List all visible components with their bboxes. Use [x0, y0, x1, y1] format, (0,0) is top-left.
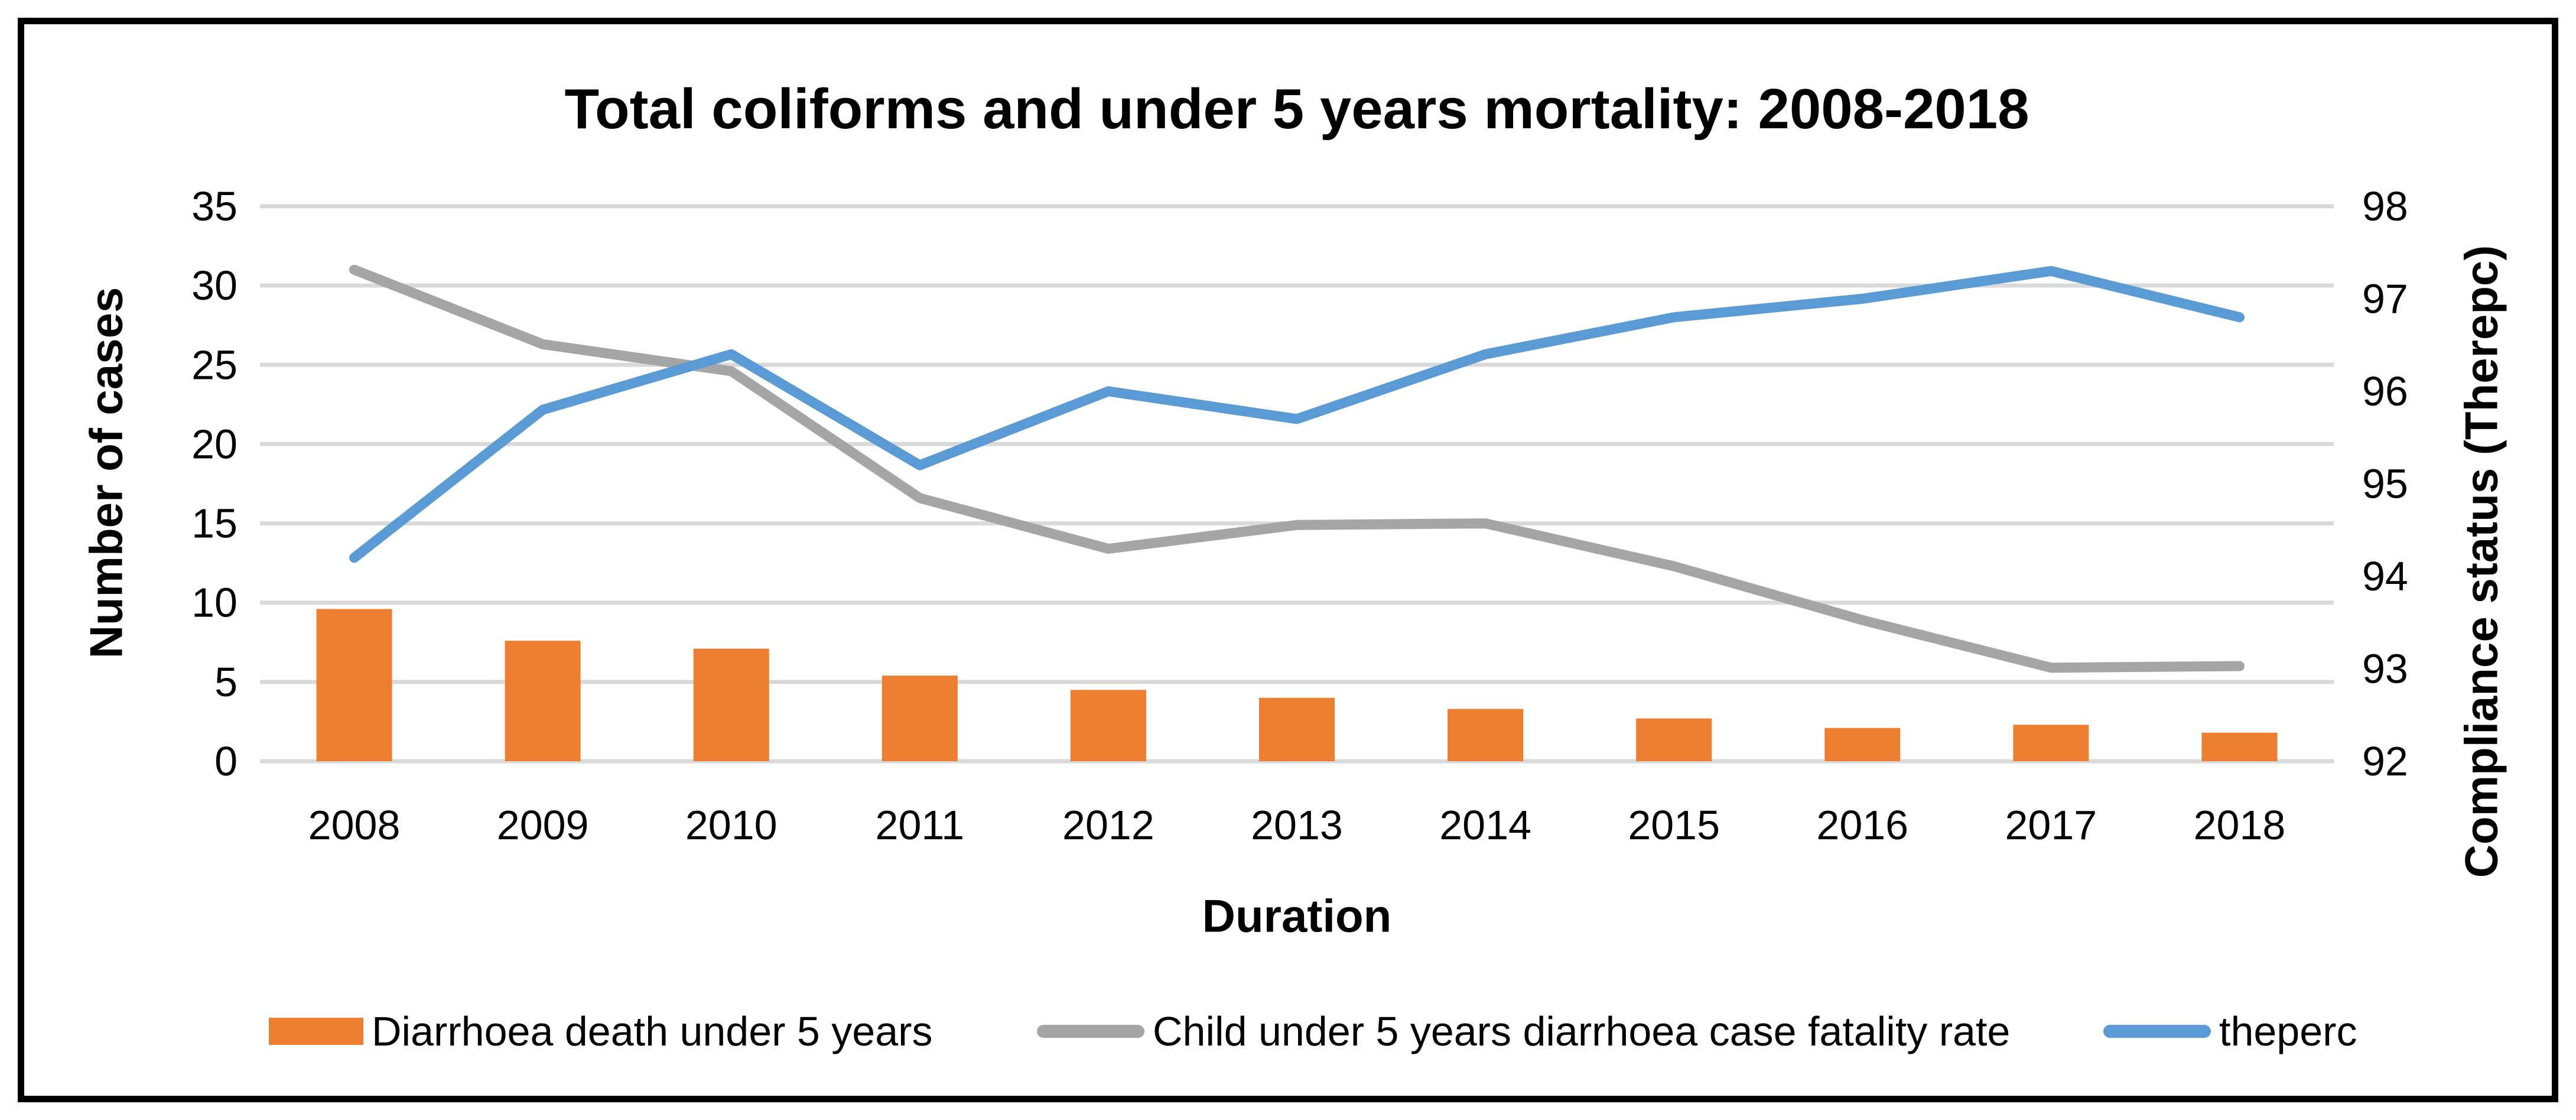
bar-2014[interactable]: [1448, 709, 1524, 761]
x-axis-tick-labels: 2008 2009 2010 2011 2012 2013 2014 2015 2016 2017…: [308, 802, 2286, 848]
x-tick-label: 2008: [308, 802, 401, 848]
blue-line-series[interactable]: [349, 266, 2245, 563]
bar-2017[interactable]: [2013, 725, 2089, 761]
legend-item-bar-series: Diarrhoea death under 5 years: [269, 1005, 932, 1058]
left-tick-label: 20: [191, 421, 238, 467]
bar-2008[interactable]: [316, 609, 392, 761]
right-tick-label: 97: [2362, 276, 2408, 322]
right-tick-label: 98: [2362, 183, 2408, 229]
right-tick-label: 93: [2362, 646, 2408, 692]
x-tick-label: 2009: [497, 802, 589, 848]
bar-2011[interactable]: [882, 676, 958, 761]
legend-label: Child under 5 years diarrhoea case fatal…: [1153, 1008, 2011, 1054]
left-axis-tick-labels: 0 5 10 15 20 25 30 35: [191, 183, 238, 784]
left-tick-label: 35: [191, 183, 238, 229]
legend-label: Diarrhoea death under 5 years: [372, 1008, 933, 1054]
bar-2018[interactable]: [2201, 732, 2278, 761]
legend-label: theperc: [2219, 1008, 2357, 1054]
left-tick-label: 0: [214, 738, 238, 784]
left-tick-label: 15: [191, 501, 238, 547]
right-tick-label: 96: [2362, 368, 2408, 414]
bar-2016[interactable]: [1824, 728, 1901, 761]
x-axis-title: Duration: [1202, 889, 1392, 942]
bar-2012[interactable]: [1070, 690, 1146, 761]
left-tick-label: 30: [191, 262, 238, 309]
legend: Diarrhoea death under 5 years Child unde…: [0, 1005, 2576, 1058]
x-tick-label: 2010: [685, 802, 778, 848]
gray-line-series[interactable]: [349, 264, 2245, 673]
bar-series: [316, 609, 2278, 761]
x-tick-label: 2017: [2005, 802, 2097, 848]
left-tick-label: 5: [214, 659, 238, 705]
gray-line-swatch-icon: [1037, 1025, 1144, 1038]
bar-2015[interactable]: [1636, 718, 1712, 761]
legend-item-blue-line: theperc: [2103, 1005, 2357, 1058]
blue-line-swatch-icon: [2103, 1025, 2211, 1038]
figure-border: [18, 18, 2558, 1102]
x-tick-label: 2011: [876, 802, 965, 848]
chart-title: Total coliforms and under 5 years mortal…: [564, 77, 2029, 141]
right-tick-label: 94: [2362, 553, 2408, 599]
right-axis-tick-labels: 92 93 94 95 96 97 98: [2362, 183, 2408, 784]
bar-2010[interactable]: [693, 648, 769, 761]
x-tick-label: 2015: [1628, 802, 1720, 848]
x-tick-label: 2016: [1816, 802, 1908, 848]
legend-item-gray-line: Child under 5 years diarrhoea case fatal…: [1037, 1005, 2010, 1058]
bar-series-swatch-icon: [269, 1018, 363, 1045]
right-tick-label: 92: [2362, 738, 2408, 784]
x-tick-label: 2018: [2194, 802, 2286, 848]
bar-2013[interactable]: [1259, 697, 1335, 761]
right-tick-label: 95: [2362, 461, 2408, 507]
x-tick-label: 2012: [1062, 802, 1154, 848]
left-tick-label: 10: [191, 580, 238, 626]
x-tick-label: 2014: [1439, 802, 1531, 848]
left-tick-label: 25: [191, 342, 238, 388]
bar-2009[interactable]: [505, 641, 581, 761]
x-tick-label: 2013: [1251, 802, 1343, 848]
